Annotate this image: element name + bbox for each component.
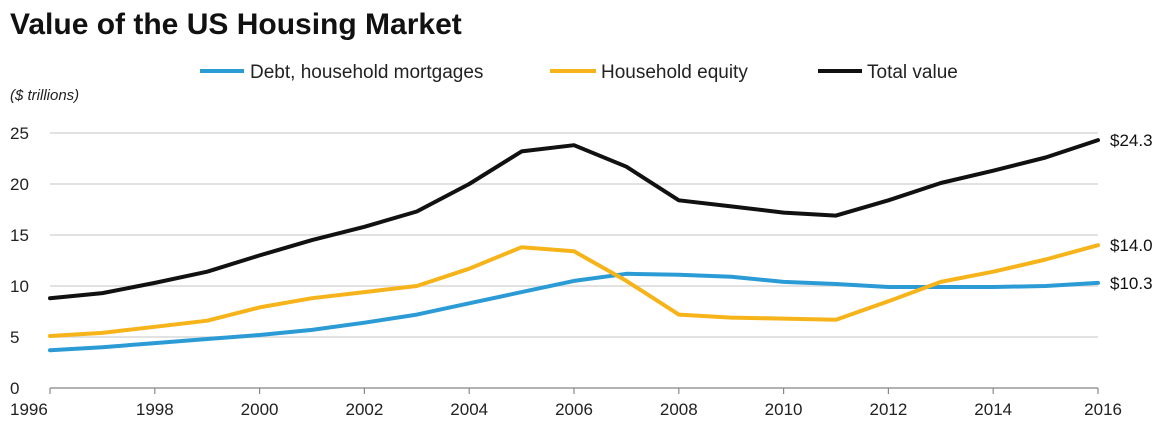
grid — [50, 132, 1098, 389]
series-line-equity — [48, 243, 1100, 338]
x-tick-label: 2008 — [660, 400, 698, 419]
x-tick-label: 1996 — [10, 400, 48, 419]
legend-label-total: Total value — [867, 62, 958, 83]
x-tick-label: 2006 — [555, 400, 593, 419]
x-tick-label: 2012 — [869, 400, 907, 419]
x-tick-label: 2016 — [1084, 400, 1122, 419]
series-line-total — [48, 138, 1100, 301]
chart-title: Value of the US Housing Market — [10, 8, 462, 41]
y-tick-label: 20 — [10, 175, 29, 194]
y-axis: 0 5 10 15 20 25 — [10, 124, 29, 398]
legend-label-debt: Debt, household mortgages — [250, 62, 483, 83]
x-tick-label: 2000 — [241, 400, 279, 419]
legend-label-equity: Household equity — [601, 62, 748, 83]
x-axis: 1996 1998 2000 2002 2004 2006 2008 2010 2012 2014… — [10, 388, 1122, 419]
series — [48, 138, 1100, 353]
y-tick-label: 25 — [10, 124, 29, 143]
y-tick-label: 10 — [10, 277, 29, 296]
unit-label: ($ trillions) — [10, 87, 79, 104]
end-labels: $10.3 $14.0 $24.3 — [1110, 131, 1153, 293]
x-tick-label: 2010 — [765, 400, 803, 419]
y-tick-label: 15 — [10, 226, 29, 245]
legend: Debt, household mortgages Household equi… — [200, 62, 958, 83]
end-label-total: $24.3 — [1110, 131, 1153, 150]
x-tick-label: 2014 — [974, 400, 1012, 419]
x-tick-label: 2004 — [450, 400, 488, 419]
end-label-equity: $14.0 — [1110, 236, 1153, 255]
x-tick-label: 1998 — [136, 400, 174, 419]
y-tick-label: 5 — [10, 328, 19, 347]
y-tick-label: 0 — [10, 379, 19, 398]
x-tick-label: 2002 — [345, 400, 383, 419]
end-label-debt: $10.3 — [1110, 274, 1153, 293]
